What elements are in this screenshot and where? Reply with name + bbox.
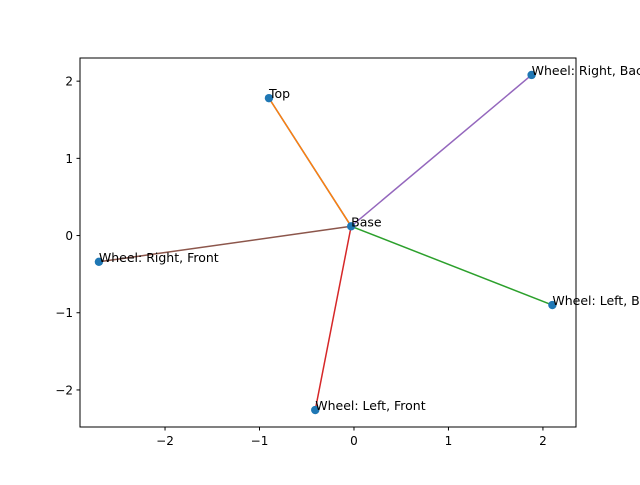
point-labels-layer: Base Top Wheel: Right, Back Wheel: Left, Ba… bbox=[99, 63, 640, 413]
segment-1 bbox=[268, 97, 352, 227]
x-tick-label: 2 bbox=[539, 434, 547, 448]
y-tick-label: 1 bbox=[65, 152, 73, 166]
point-label-2: Wheel: Right, Back bbox=[532, 63, 640, 78]
segment-2 bbox=[350, 225, 553, 306]
points-layer bbox=[94, 70, 557, 415]
segment-3 bbox=[314, 226, 352, 411]
y-tick-label: −1 bbox=[55, 306, 73, 320]
segment-5 bbox=[98, 225, 352, 263]
y-tick-label: 0 bbox=[65, 229, 73, 243]
x-axis-ticks: −2 −1 0 1 2 bbox=[156, 427, 547, 448]
x-tick-label: 1 bbox=[445, 434, 453, 448]
data-point-3 bbox=[548, 300, 557, 310]
x-tick-label: 0 bbox=[350, 434, 358, 448]
point-label-1: Top bbox=[268, 86, 290, 101]
segment-4 bbox=[350, 74, 533, 227]
segments-layer bbox=[98, 74, 553, 411]
point-label-3: Wheel: Left, Back bbox=[552, 293, 640, 308]
data-point-5 bbox=[311, 405, 320, 415]
data-point-2 bbox=[527, 70, 536, 80]
point-label-0: Base bbox=[351, 214, 382, 229]
data-point-1 bbox=[264, 93, 274, 103]
point-label-5: Wheel: Left, Front bbox=[315, 398, 425, 413]
data-point-0 bbox=[346, 222, 356, 231]
x-tick-label: −2 bbox=[156, 434, 174, 448]
y-tick-label: 2 bbox=[65, 75, 73, 89]
data-point-4 bbox=[94, 257, 104, 266]
axes-frame bbox=[79, 57, 577, 428]
x-tick-label: −1 bbox=[251, 434, 269, 448]
y-tick-label: −2 bbox=[55, 383, 73, 397]
y-axis-ticks: −2 −1 0 1 2 bbox=[55, 75, 80, 397]
point-label-4: Wheel: Right, Front bbox=[99, 250, 219, 265]
